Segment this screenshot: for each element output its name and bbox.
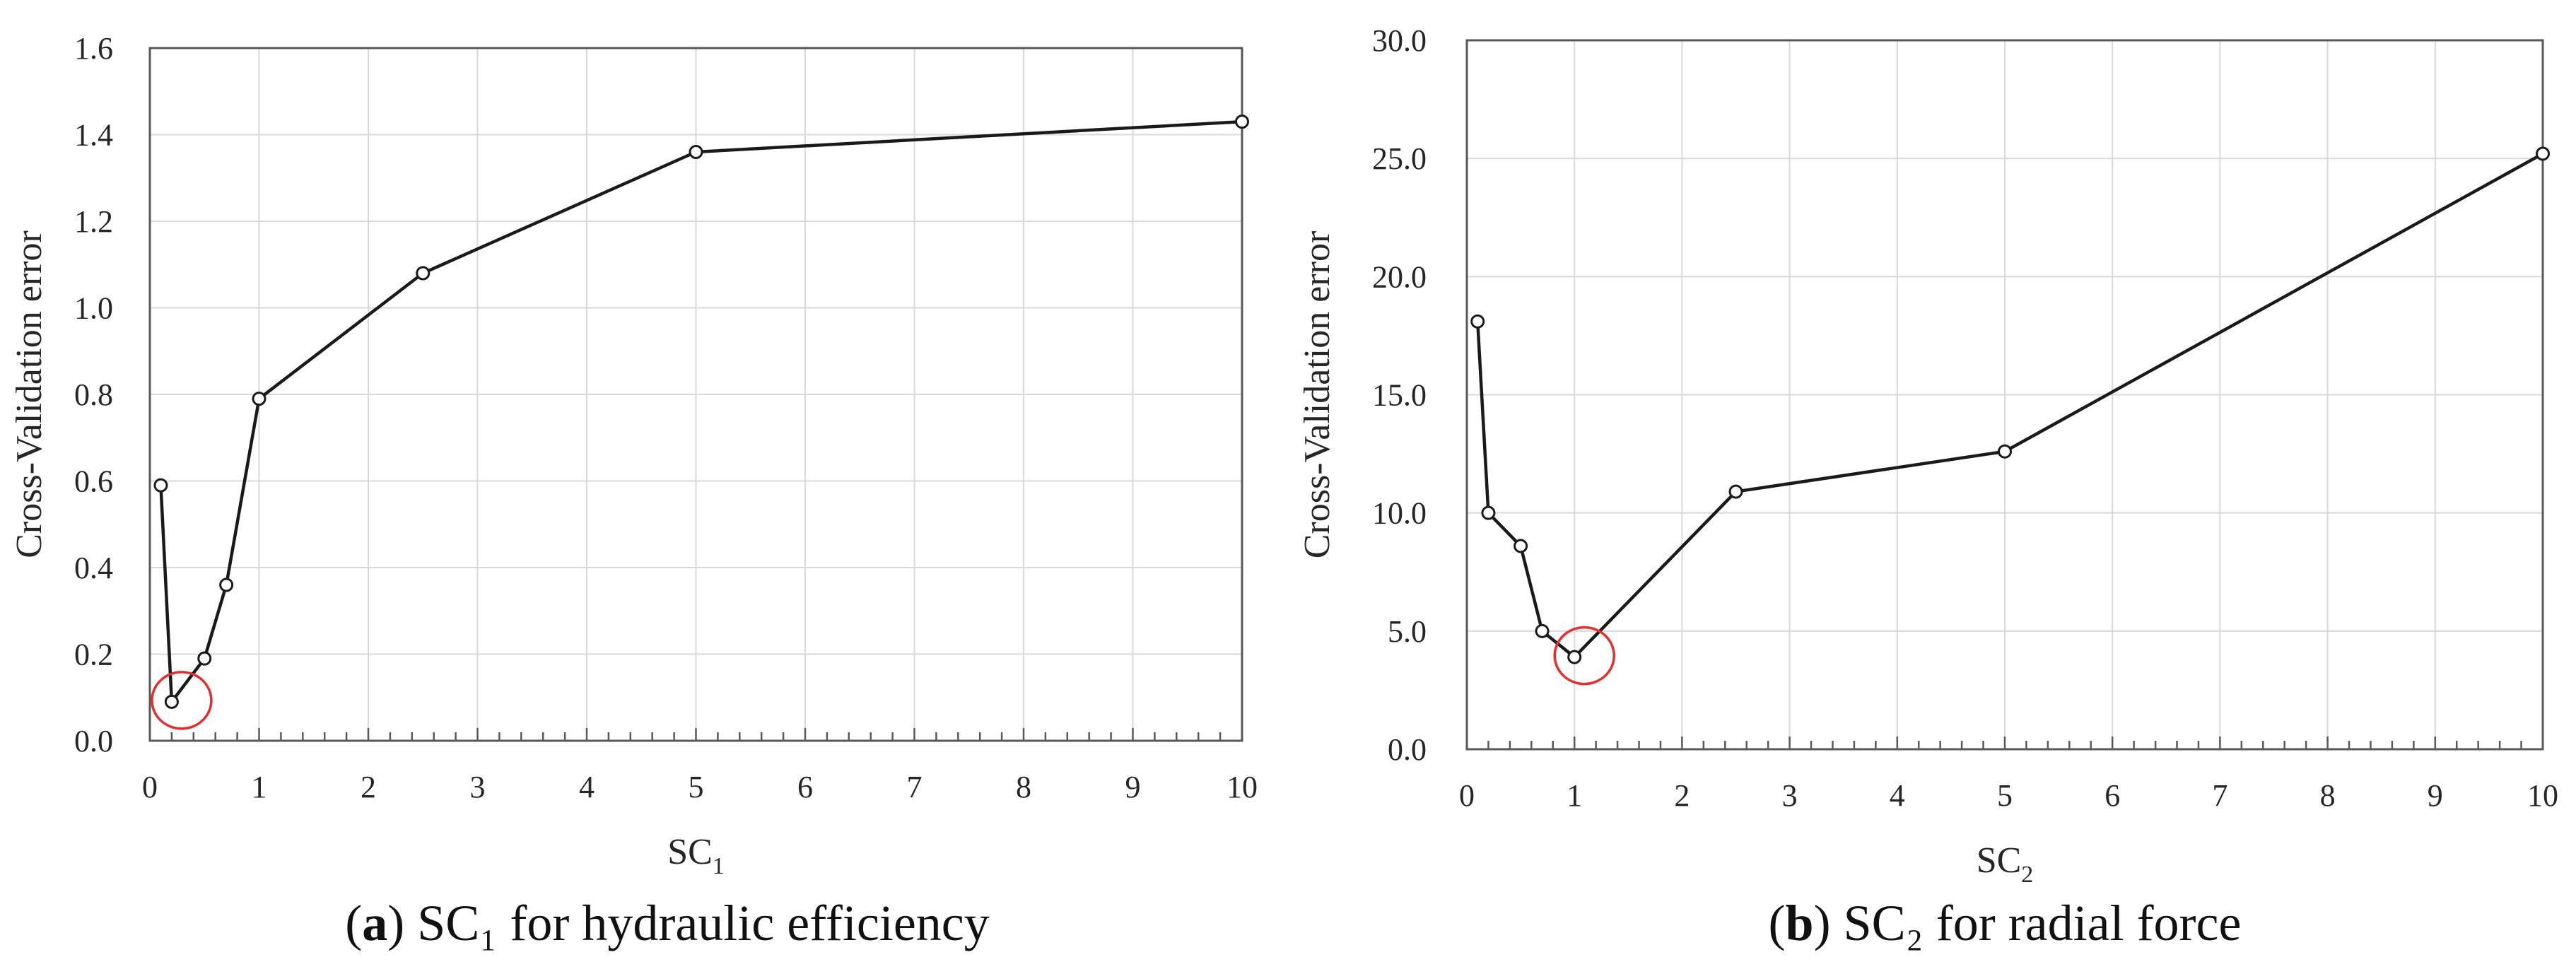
y-tick-label: 20.0 <box>1372 259 1427 294</box>
x-tick-label: 2 <box>1674 778 1690 813</box>
x-tick-label: 1 <box>252 770 267 804</box>
data-point <box>1998 444 2012 459</box>
x-tick-label: 3 <box>1782 778 1798 813</box>
y-tick-label: 0.2 <box>74 638 113 672</box>
y-tick-label: 0.8 <box>74 377 113 412</box>
panel-b-chart: 0 1 2 3 4 5 6 7 8 9 10 0.0 5.0 10.0 15.0 20.0 25.0 30.0 Cr… <box>1297 23 2558 951</box>
y-tick-label: 1.6 <box>74 31 113 66</box>
x-tick-label: 9 <box>1125 770 1141 804</box>
x-tick-label: 7 <box>907 770 923 804</box>
data-point <box>252 392 267 406</box>
minimum-highlight-circle <box>151 671 213 730</box>
x-tick-label: 4 <box>579 770 595 804</box>
x-axis-label-subscript: 1 <box>713 853 725 879</box>
x-tick-label: 3 <box>470 770 486 804</box>
y-tick-label: 10.0 <box>1372 496 1427 531</box>
y-tick-label: 30.0 <box>1372 23 1427 58</box>
y-tick-label: 1.0 <box>74 291 113 326</box>
y-tick-label: 1.2 <box>74 204 113 239</box>
x-axis-label-main: SC <box>667 832 713 872</box>
data-point <box>689 145 703 159</box>
caption-letter: a <box>362 895 387 951</box>
data-point <box>197 651 212 666</box>
x-tick-label: 7 <box>2212 778 2227 813</box>
data-point <box>1235 115 1249 129</box>
panel-caption: (b) SC₂ for radial force <box>1769 895 2242 951</box>
caption-open-paren: ( <box>1769 895 1786 951</box>
x-tick-label: 8 <box>1016 770 1031 804</box>
caption-letter: b <box>1786 895 1814 951</box>
y-axis-label: Cross-Validation error <box>9 230 49 558</box>
x-tick-label: 5 <box>1997 778 2013 813</box>
caption-text: SC₂ for radial force <box>1831 895 2242 951</box>
data-point <box>1567 650 1582 664</box>
y-tick-label: 1.4 <box>74 118 113 153</box>
caption-close-paren: ) <box>1814 895 1831 951</box>
minimum-highlight-circle <box>1553 626 1615 686</box>
y-tick-label: 15.0 <box>1372 378 1427 413</box>
panel-a-chart: 0 1 2 3 4 5 6 7 8 9 10 0.0 0.2 0.4 0.6 0.8 1.0 1.2 1.4 1.6 C… <box>9 31 1258 951</box>
y-tick-label: 0.4 <box>74 551 113 585</box>
x-tick-label: 2 <box>361 770 376 804</box>
series-line <box>1475 152 2544 659</box>
y-tick-label: 0.6 <box>74 464 113 499</box>
data-point <box>1728 484 1743 499</box>
x-tick-label: 4 <box>1890 778 1905 813</box>
caption-open-paren: ( <box>345 895 362 951</box>
x-tick-label: 5 <box>689 770 704 804</box>
panel-caption: (a) SC₁ for hydraulic efficiency <box>345 895 989 951</box>
x-tick-label: 1 <box>1567 778 1582 813</box>
x-tick-label: 8 <box>2320 778 2336 813</box>
y-tick-label: 0.0 <box>74 724 113 758</box>
data-point <box>2536 146 2550 161</box>
x-axis-label-main: SC <box>1977 840 2022 881</box>
data-point <box>1514 539 1528 553</box>
data-point <box>1470 314 1485 329</box>
series-line <box>159 119 1243 704</box>
x-axis-label-subscript: 2 <box>2021 862 2033 888</box>
data-point <box>164 694 179 709</box>
x-axis-label: SC2 <box>1977 840 2034 888</box>
data-point <box>416 266 431 281</box>
y-tick-label: 0.0 <box>1388 732 1427 767</box>
data-point <box>153 478 168 493</box>
x-tick-label: 6 <box>797 770 813 804</box>
x-tick-label: 6 <box>2104 778 2120 813</box>
x-tick-label: 0 <box>1459 778 1475 813</box>
y-axis-label: Cross-Validation error <box>1297 231 1337 559</box>
x-tick-label: 10 <box>2527 778 2558 813</box>
data-point <box>1535 623 1550 638</box>
data-point <box>219 577 234 592</box>
y-tick-label: 5.0 <box>1388 614 1427 649</box>
x-tick-label: 10 <box>1226 770 1258 804</box>
data-point <box>1481 505 1496 520</box>
x-axis-label: SC1 <box>667 832 725 879</box>
caption-text: SC₁ for hydraulic efficiency <box>404 895 990 951</box>
x-tick-label: 9 <box>2428 778 2443 813</box>
x-tick-label: 0 <box>142 770 158 804</box>
caption-close-paren: ) <box>387 895 404 951</box>
y-tick-label: 25.0 <box>1372 141 1427 176</box>
